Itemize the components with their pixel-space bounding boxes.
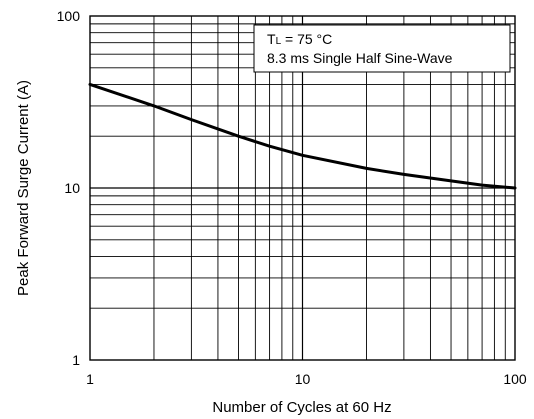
x-axis-label: Number of Cycles at 60 Hz <box>212 399 391 416</box>
y-axis-label: Peak Forward Surge Current (A) <box>15 80 32 296</box>
series-group <box>88 82 517 190</box>
x-tick-label-100: 100 <box>503 371 527 387</box>
plot-frame <box>89 15 516 361</box>
grid <box>90 16 515 360</box>
annotation-line-1: TL = 75 °C <box>267 31 332 47</box>
annotation-t: T <box>267 31 276 47</box>
legend-box <box>253 24 511 73</box>
annotation-line-2: 8.3 ms Single Half Sine-Wave <box>267 50 453 66</box>
x-tick-label-1: 1 <box>86 371 94 387</box>
series-line <box>88 82 517 190</box>
y-tick-label-10: 10 <box>64 180 80 196</box>
y-tick-label-1: 1 <box>72 352 80 368</box>
y-tick-label-100: 100 <box>57 8 81 24</box>
annotation-temp: = 75 °C <box>281 31 332 47</box>
x-tick-label-10: 10 <box>295 371 311 387</box>
annotation-subscript: L <box>276 36 282 47</box>
